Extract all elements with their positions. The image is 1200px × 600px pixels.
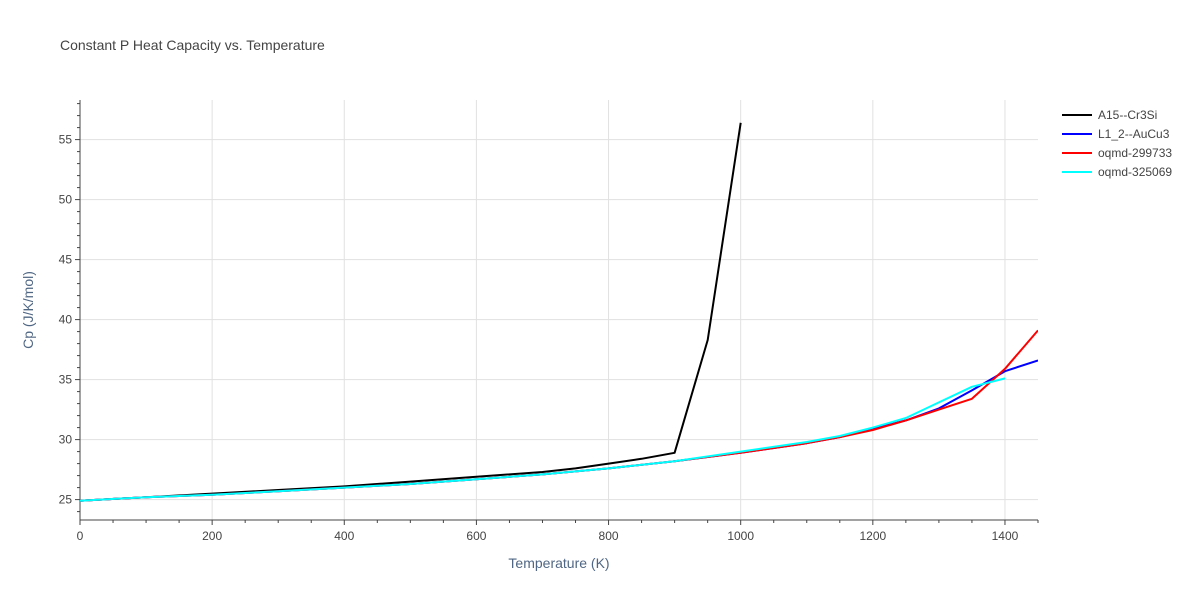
x-tick-label: 1400 — [992, 529, 1019, 543]
legend-label: L1_2--AuCu3 — [1098, 127, 1170, 141]
legend-label: oqmd-299733 — [1098, 146, 1172, 160]
legend-item[interactable]: oqmd-299733 — [1062, 146, 1172, 160]
series-line — [80, 377, 1006, 502]
y-axis-title: Cp (J/K/mol) — [20, 271, 36, 349]
x-tick-label: 1200 — [859, 529, 886, 543]
y-tick-label: 45 — [59, 253, 73, 267]
chart-title: Constant P Heat Capacity vs. Temperature — [60, 37, 325, 53]
series-line — [80, 359, 1038, 502]
y-tick-label: 55 — [59, 133, 73, 147]
x-tick-label: 200 — [202, 529, 222, 543]
x-tick-label: 400 — [334, 529, 354, 543]
y-tick-label: 30 — [59, 433, 73, 447]
y-tick-label: 40 — [59, 313, 73, 327]
series-layer — [80, 122, 1038, 502]
x-tick-label: 0 — [77, 529, 84, 543]
legend: A15--Cr3Si L1_2--AuCu3 oqmd-299733 oqmd-325… — [1062, 108, 1172, 179]
y-tick-label: 25 — [59, 493, 73, 507]
y-tick-label: 35 — [59, 373, 73, 387]
x-tick-label: 1000 — [727, 529, 754, 543]
y-tick-label: 50 — [59, 193, 73, 207]
grid-layer — [80, 100, 1038, 520]
axes-layer: 0 200 400 600 800 1000 1200 1400 25 30 35 40 45 50 55 — [59, 100, 1039, 543]
legend-item[interactable]: L1_2--AuCu3 — [1062, 127, 1170, 141]
legend-label: A15--Cr3Si — [1098, 108, 1157, 122]
series-line — [80, 122, 742, 502]
series-line — [80, 329, 1038, 502]
legend-item[interactable]: A15--Cr3Si — [1062, 108, 1157, 122]
legend-item[interactable]: oqmd-325069 — [1062, 165, 1172, 179]
legend-label: oqmd-325069 — [1098, 165, 1172, 179]
x-axis-title: Temperature (K) — [508, 555, 609, 571]
x-tick-label: 600 — [466, 529, 486, 543]
x-tick-label: 800 — [599, 529, 619, 543]
